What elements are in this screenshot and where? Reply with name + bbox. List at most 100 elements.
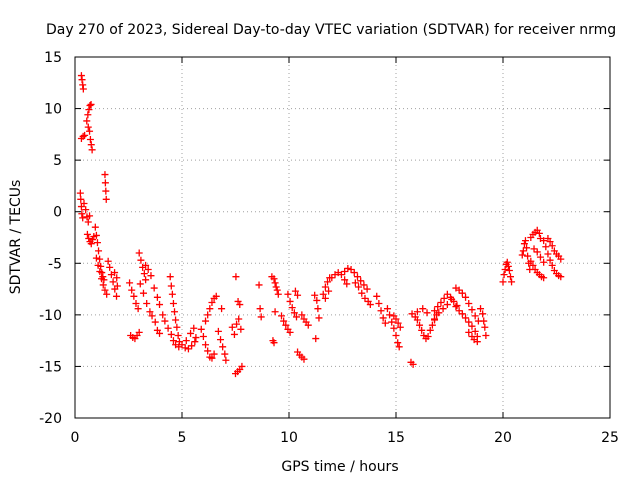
data-point [208, 354, 216, 362]
data-point [144, 265, 152, 273]
data-point [76, 189, 84, 197]
data-point [527, 257, 535, 265]
data-point [360, 281, 368, 289]
x-tick-label: 10 [280, 430, 298, 446]
data-point [392, 331, 400, 339]
data-point [377, 307, 385, 315]
data-point [462, 314, 470, 322]
data-point [210, 350, 218, 358]
data-point [282, 321, 290, 329]
data-point [86, 136, 94, 144]
axis-ticks [74, 56, 611, 419]
data-point [83, 230, 91, 238]
data-point [202, 341, 210, 349]
data-point [233, 320, 241, 328]
data-point [222, 356, 230, 364]
data-point [508, 278, 516, 286]
data-point [347, 265, 355, 273]
data-point [212, 292, 220, 300]
y-tick-label: 0 [53, 205, 62, 221]
data-point [130, 292, 138, 300]
data-point [473, 338, 481, 346]
data-point [392, 315, 400, 323]
data-point [190, 324, 198, 332]
data-point [535, 229, 543, 237]
data-point [465, 318, 473, 326]
data-point [520, 240, 528, 248]
data-point [529, 261, 537, 269]
data-point [536, 253, 544, 261]
data-point [136, 280, 144, 288]
data-point [304, 321, 312, 329]
data-point [453, 302, 461, 310]
data-point [99, 281, 107, 289]
data-point [167, 330, 175, 338]
data-point [102, 187, 110, 195]
data-point [396, 323, 404, 331]
data-point [126, 279, 134, 287]
data-point [480, 317, 488, 325]
data-point [159, 311, 167, 319]
data-point [284, 290, 292, 298]
data-point [85, 106, 93, 114]
data-point [394, 339, 402, 347]
data-point [168, 290, 176, 298]
data-point [172, 316, 180, 324]
data-point [164, 324, 172, 332]
y-tick-label: -15 [39, 359, 62, 375]
data-point [271, 279, 279, 287]
data-point [413, 308, 421, 316]
data-point [234, 297, 242, 305]
data-point [381, 319, 389, 327]
data-point [286, 328, 294, 336]
data-point [98, 275, 106, 283]
data-point [156, 329, 164, 337]
data-point [84, 123, 92, 131]
data-point [358, 289, 366, 297]
data-point [379, 314, 387, 322]
data-point [292, 313, 300, 321]
data-point [546, 238, 554, 246]
data-point [86, 127, 94, 135]
data-point [88, 146, 96, 154]
data-point [82, 206, 90, 214]
data-point [353, 273, 361, 281]
data-point [328, 274, 336, 282]
data-point [257, 313, 265, 321]
data-point [455, 286, 463, 294]
data-point [238, 362, 246, 370]
data-point [87, 141, 95, 149]
x-tick-label: 5 [178, 430, 187, 446]
data-point [93, 239, 101, 247]
data-point [79, 132, 87, 140]
data-point [409, 360, 417, 368]
data-point [291, 287, 299, 295]
data-point [153, 293, 161, 301]
data-point [321, 283, 329, 291]
data-point [548, 261, 556, 269]
data-point [523, 244, 531, 252]
data-point [505, 267, 513, 275]
data-point [166, 273, 174, 281]
data-point [79, 214, 87, 222]
data-point [255, 281, 263, 289]
data-point [355, 283, 363, 291]
plot-frame [74, 56, 611, 419]
data-point [424, 333, 432, 341]
data-point [373, 292, 381, 300]
data-point [540, 274, 548, 282]
data-point [167, 282, 175, 290]
data-point [148, 312, 156, 320]
y-tick-label: -20 [39, 411, 62, 427]
x-tick-label: 0 [71, 430, 80, 446]
y-tick-label: 15 [44, 50, 62, 66]
data-point [102, 195, 110, 203]
data-point [256, 305, 264, 313]
data-point [232, 273, 240, 281]
data-point [294, 291, 302, 299]
data-point [500, 271, 508, 279]
data-point [428, 321, 436, 329]
data-point [435, 309, 443, 317]
grid-lines [75, 57, 610, 418]
data-point [439, 305, 447, 313]
